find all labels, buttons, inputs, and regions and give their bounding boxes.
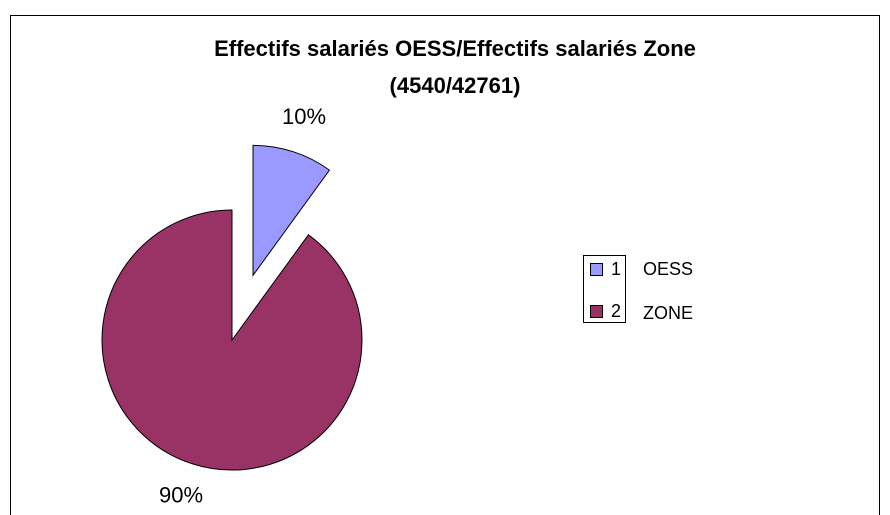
- pie-slice: [101, 209, 363, 471]
- legend-note: OESS: [643, 259, 693, 279]
- data-label: 10%: [282, 104, 326, 129]
- chart-title: Effectifs salariés OESS/Effectifs salari…: [214, 36, 696, 61]
- chart-subtitle: (4540/42761): [390, 73, 521, 98]
- legend-label: 2: [611, 301, 621, 321]
- legend-swatch: [590, 263, 603, 276]
- data-label: 90%: [159, 483, 203, 508]
- legend-label: 1: [611, 259, 621, 279]
- legend-note: ZONE: [643, 303, 693, 323]
- pie-slice: [252, 144, 331, 277]
- legend-swatch: [590, 305, 603, 318]
